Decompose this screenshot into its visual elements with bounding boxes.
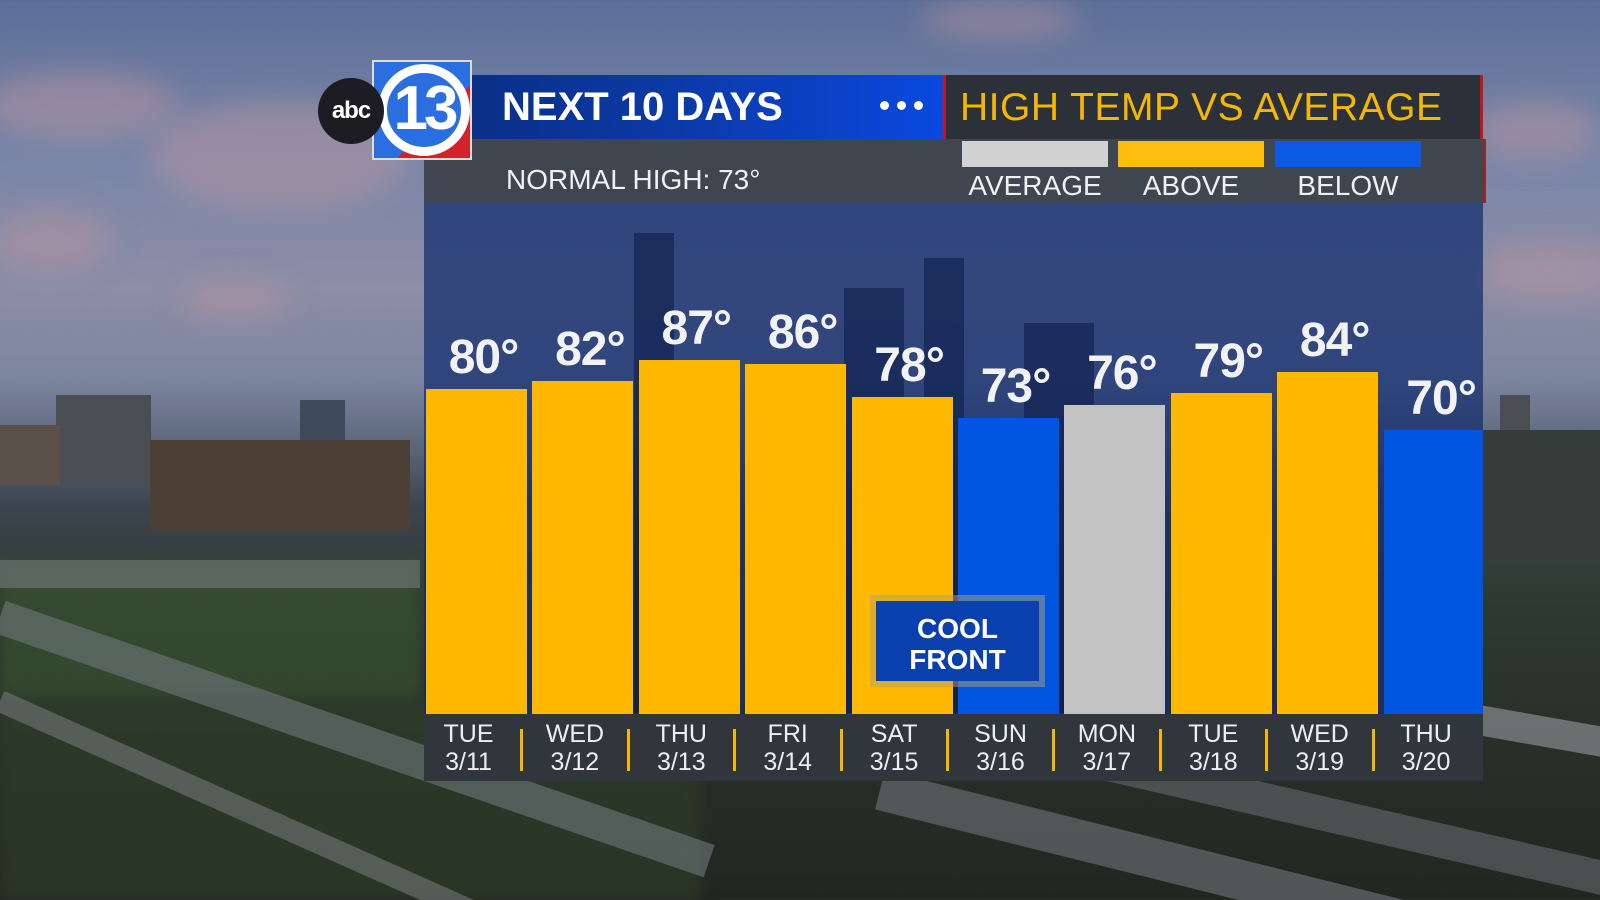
day-label: THU 3/13	[628, 720, 734, 776]
normal-high-label: NORMAL HIGH: 73°	[506, 164, 761, 195]
day-name: TUE	[1188, 720, 1239, 748]
header-title-bar: NEXT 10 DAYS	[466, 75, 943, 139]
day-separator	[839, 729, 843, 771]
bar-tue-3-18	[1170, 393, 1272, 714]
legend-swatch-above	[1118, 141, 1264, 167]
bar-value-label: 76°	[1087, 347, 1158, 401]
day-label: THU 3/20	[1373, 720, 1479, 776]
cloud	[0, 210, 110, 270]
day-name: MON	[1077, 720, 1137, 748]
day-separator	[1265, 729, 1269, 771]
day-date: 3/18	[1188, 748, 1238, 776]
bar-value-label: 79°	[1193, 335, 1265, 389]
day-label: MON 3/17	[1054, 720, 1160, 776]
legend-item-average: AVERAGE	[962, 141, 1108, 201]
bar-value-label: 80°	[448, 330, 520, 384]
cloud	[0, 70, 180, 140]
day-label: TUE 3/18	[1160, 720, 1266, 776]
page-title: NEXT 10 DAYS	[502, 85, 783, 129]
bar-value-label: 73°	[980, 359, 1052, 413]
bar-thu-3-20	[1383, 430, 1483, 714]
day-label: WED 3/12	[522, 720, 628, 776]
legend-label: BELOW	[1297, 170, 1399, 201]
day-date: 3/19	[1295, 748, 1345, 776]
network-logo: abc	[318, 78, 384, 144]
bar-thu-3-13	[638, 360, 740, 714]
building	[1500, 395, 1530, 435]
bar-value-label: 78°	[874, 339, 945, 393]
bar-fri-3-14	[745, 364, 847, 714]
bar-value-label: 84°	[1299, 314, 1371, 368]
x-axis-labels: TUE 3/11 WED 3/12 THU 3/13 FRI 3/14 SAT 3/15 SUN 3/…	[424, 714, 1483, 781]
day-date: 3/11	[445, 748, 492, 776]
day-separator	[946, 729, 949, 771]
cloud	[1480, 240, 1600, 300]
cloud	[1470, 100, 1600, 160]
day-label: WED 3/19	[1267, 720, 1373, 776]
callout-text: COOL FRONT	[876, 601, 1039, 681]
bar-tue-3-11	[426, 388, 527, 714]
legend-item-above: ABOVE	[1118, 141, 1264, 201]
highway	[0, 560, 420, 588]
day-name: THU	[655, 720, 707, 748]
day-label: SUN 3/16	[948, 720, 1054, 776]
bar-value-label: 70°	[1406, 372, 1477, 426]
callout-line-2: FRONT	[909, 644, 1006, 675]
bar-wed-3-12	[532, 380, 634, 714]
callout-line-1: COOL	[917, 613, 998, 644]
day-name: TUE	[443, 720, 494, 748]
day-date: 3/16	[976, 748, 1025, 776]
day-date: 3/20	[1401, 748, 1451, 776]
legend-item-below: BELOW	[1275, 141, 1421, 201]
ellipsis-icon	[880, 101, 923, 110]
chart-subtitle: HIGH TEMP VS AVERAGE	[960, 86, 1443, 129]
day-label: SAT 3/15	[841, 720, 947, 776]
legend-label: AVERAGE	[968, 170, 1102, 201]
day-separator	[1371, 729, 1375, 771]
bar-wed-3-19	[1277, 372, 1379, 714]
day-separator	[1052, 729, 1056, 771]
station-logo: 13 abc	[318, 60, 474, 160]
day-date: 3/13	[656, 748, 706, 776]
bar-value-label: 87°	[661, 302, 733, 356]
day-separator	[733, 729, 737, 771]
day-date: 3/15	[869, 748, 919, 776]
cloud	[920, 0, 1080, 40]
subheader: NORMAL HIGH: 73° AVERAGE ABOVE BELOW	[424, 139, 1486, 203]
legend-label: ABOVE	[1142, 170, 1240, 201]
channel-number: 13	[393, 74, 459, 143]
header-subtitle-bar: HIGH TEMP VS AVERAGE	[943, 75, 1483, 139]
day-date: 3/14	[763, 748, 813, 776]
cloud	[180, 280, 290, 320]
day-separator	[520, 729, 524, 771]
day-label: TUE 3/11	[416, 720, 522, 776]
cool-front-callout: COOL FRONT	[870, 595, 1045, 687]
legend-swatch-below	[1275, 141, 1421, 167]
day-name: THU	[1400, 720, 1452, 748]
day-date: 3/17	[1082, 748, 1132, 776]
day-name: SAT	[870, 720, 918, 748]
building	[0, 425, 60, 485]
legend-swatch-average	[962, 141, 1108, 167]
day-separator	[1158, 729, 1162, 771]
day-date: 3/12	[550, 748, 600, 776]
day-name: WED	[545, 720, 605, 748]
day-name: FRI	[767, 720, 808, 748]
bar-value-label: 82°	[555, 322, 626, 376]
building	[56, 395, 151, 485]
day-separator	[626, 729, 630, 771]
building	[150, 440, 410, 530]
bar-value-label: 86°	[767, 306, 839, 360]
bar-mon-3-17	[1064, 405, 1166, 714]
bar-chart: 80° 82° 87° 86° 78° 73° 76° 79° 84° 70°	[424, 203, 1483, 714]
day-label: FRI 3/14	[735, 720, 841, 776]
day-name: SUN	[974, 720, 1027, 748]
day-name: WED	[1290, 720, 1349, 748]
